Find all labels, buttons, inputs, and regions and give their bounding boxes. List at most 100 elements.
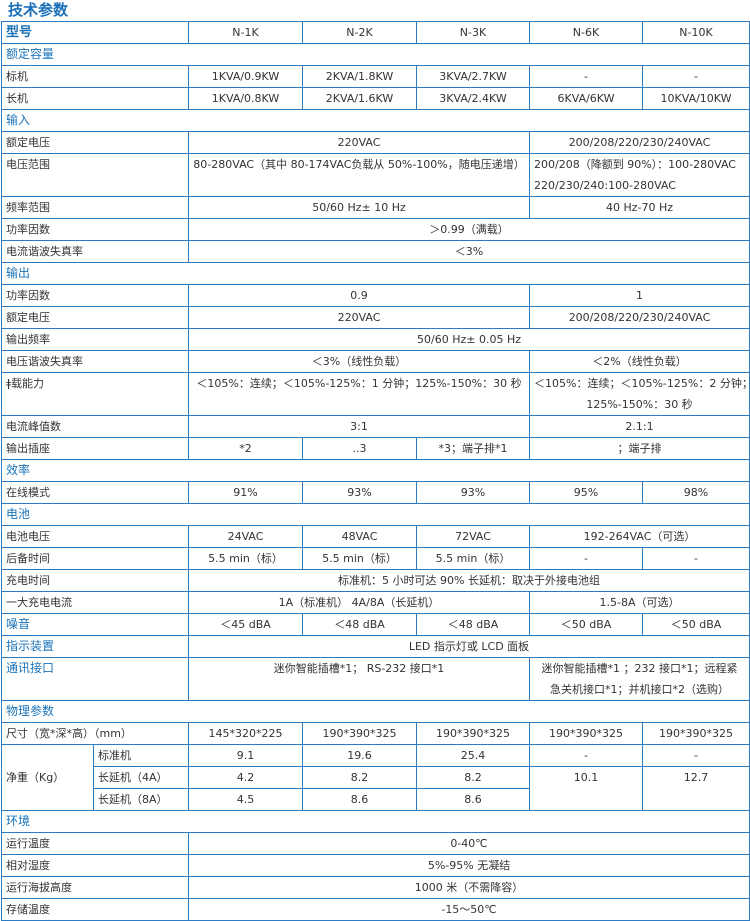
value-cell: *2 xyxy=(188,437,304,460)
value-cell: 12.7 xyxy=(642,766,750,811)
value-text: 24VAC xyxy=(227,530,264,543)
value-cell: 25.4 xyxy=(416,744,531,767)
value-text: 1.5-8A（可选） xyxy=(599,596,680,609)
value-text: ＜105%：连续；＜105%-125%：2 分钟； xyxy=(534,377,750,390)
row-label: 电压范围 xyxy=(0,153,190,197)
row-label: 电流谐波失真率 xyxy=(0,240,190,263)
value-cell: - xyxy=(529,744,644,767)
row-label: 额定电压 xyxy=(0,131,190,154)
value-cell: 3KVA/2.4KW xyxy=(416,87,531,110)
value-text: 25.4 xyxy=(460,749,486,762)
table-row: 通讯接口 迷你智能插槽*1； RS-232 接口*1 迷你智能插槽*1 ；232 接… xyxy=(0,657,750,701)
value-cell: 10KVA/10KW xyxy=(642,87,750,110)
value-cell: 50/60 Hz± 0.05 Hz xyxy=(188,328,750,351)
value-cell: ＜48 dBA xyxy=(302,613,418,636)
value-text: 8.2 xyxy=(350,771,369,784)
value-text: 10KVA/10KW xyxy=(660,92,732,105)
value-cell: 72VAC xyxy=(416,525,531,548)
spec-table: 型号 N-1K N-2K N-3K N-6K N-10K 额定容量 标机 1KVA/… xyxy=(0,21,750,921)
value-cell: 19.6 xyxy=(302,744,418,767)
row-label: 后备时间 xyxy=(0,547,190,570)
value-cell: 8.6 xyxy=(416,788,531,811)
value-cell: 95% xyxy=(529,481,644,504)
row-label: 长机 xyxy=(0,87,190,110)
value-cell: 50/60 Hz± 10 Hz xyxy=(188,196,531,219)
value-text: ..3 xyxy=(352,442,367,455)
value-text: ＜50 dBA xyxy=(670,618,722,631)
table-row: 电压谐波失真率 ＜3%（线性负载） ＜2%（线性负载） xyxy=(0,350,750,373)
section-row: 环境 xyxy=(0,810,750,833)
value-cell: 8.2 xyxy=(302,766,418,789)
value-text: 1KVA/0.8KW xyxy=(211,92,280,105)
value-cell: *3；端子排*1 xyxy=(416,437,531,460)
section-row: 输入 xyxy=(0,109,750,132)
row-sublabel: 长延机（8A） xyxy=(92,788,190,811)
value-text: *3；端子排*1 xyxy=(438,442,508,455)
value-cell: 6KVA/6KW xyxy=(529,87,644,110)
value-cell: 3KVA/2.7KW xyxy=(416,65,531,88)
row-label: 频率范围 xyxy=(0,196,190,219)
value-cell: 200/208/220/230/240VAC xyxy=(529,306,750,329)
row-sublabel: 长延机（4A） xyxy=(92,766,190,789)
value-text: 8.2 xyxy=(464,771,482,784)
row-label: 指示装置 xyxy=(0,635,190,658)
value-cell: ＜3% xyxy=(188,240,750,263)
section-heading: 物理参数 xyxy=(0,700,750,723)
section-heading: 环境 xyxy=(0,810,750,833)
value-text: 98% xyxy=(683,486,709,499)
table-row: 额定电压 220VAC 200/208/220/230/240VAC xyxy=(0,306,750,329)
value-cell: ＞0.99（满载） xyxy=(188,218,750,241)
value-text: 1 xyxy=(636,289,644,302)
table-row: 电池电压 24VAC 48VAC 72VAC 192-264VAC（可选） xyxy=(0,525,750,548)
model-n-6k: N-6K xyxy=(529,21,644,44)
table-row: 指示装置 LED 指示灯或 LCD 面板 xyxy=(0,635,750,658)
value-text: 50/60 Hz± 0.05 Hz xyxy=(417,333,522,346)
value-text: ＜50 dBA xyxy=(560,618,612,631)
value-cell: ＜105%：连续；＜105%-125%：2 分钟； 125%-150%：30 秒 xyxy=(529,372,750,416)
value-cell: 1A（标准机） 4A/8A（长延机） xyxy=(188,591,531,614)
section-row: 输出 xyxy=(0,262,750,285)
value-text: ＜45 dBA xyxy=(220,618,271,631)
value-cell: 9.1 xyxy=(188,744,304,767)
value-text: 200/208/220/230/240VAC xyxy=(568,311,711,324)
value-text: 3KVA/2.7KW xyxy=(439,70,507,83)
row-label: 电压谐波失真率 xyxy=(0,350,190,373)
value-cell: 4.2 xyxy=(188,766,304,789)
value-cell: 5%-95% 无凝结 xyxy=(188,854,750,877)
value-cell: ＜50 dBA xyxy=(642,613,750,636)
value-text: ＜105%：连续；＜105%-125%：1 分钟；125%-150%：30 秒 xyxy=(196,377,522,390)
value-text: - xyxy=(584,749,588,762)
value-cell: 1KVA/0.8KW xyxy=(188,87,304,110)
table-row: 运行温度 0-40℃ xyxy=(0,832,750,855)
value-cell: 1000 米（不需降容） xyxy=(188,876,750,899)
table-row: 充电时间 标准机：5 小时可达 90% 长延机：取决于外接电池组 xyxy=(0,569,750,592)
value-cell: ＜105%：连续；＜105%-125%：1 分钟；125%-150%：30 秒 xyxy=(188,372,531,416)
model-n-2k: N-2K xyxy=(302,21,418,44)
value-cell: 1 xyxy=(529,284,750,307)
table-row: 电流峰值数 3:1 2.1:1 xyxy=(0,415,750,438)
table-row: 后备时间 5.5 min（标） 5.5 min（标） 5.5 min（标） - - xyxy=(0,547,750,570)
value-text: 2KVA/1.6KW xyxy=(325,92,394,105)
section-heading: 输出 xyxy=(0,262,750,285)
row-label: 尺寸（宽*深*高）（mm） xyxy=(0,722,190,745)
value-cell: 迷你智能插槽*1； RS-232 接口*1 xyxy=(188,657,531,701)
value-cell: 4.5 xyxy=(188,788,304,811)
value-cell: 8.2 xyxy=(416,766,531,789)
value-cell: 8.6 xyxy=(302,788,418,811)
value-text: 0.9 xyxy=(350,289,368,302)
value-cell: 标准机：5 小时可达 90% 长延机：取决于外接电池组 xyxy=(188,569,750,592)
value-cell: 98% xyxy=(642,481,750,504)
model-n-10k: N-10K xyxy=(642,21,750,44)
row-label: 相对湿度 xyxy=(0,854,190,877)
row-label: 功率因数 xyxy=(0,218,190,241)
table-row: 一大充电电流 1A（标准机） 4A/8A（长延机） 1.5-8A（可选） xyxy=(0,591,750,614)
value-text: 1000 米（不需降容） xyxy=(414,881,524,894)
table-row: 功率因数 0.9 1 xyxy=(0,284,750,307)
table-row: 运行海拔高度 1000 米（不需降容） xyxy=(0,876,750,899)
value-text: 1KVA/0.9KW xyxy=(211,70,280,83)
value-cell: 0-40℃ xyxy=(188,832,750,855)
section-row: 电池 xyxy=(0,503,750,526)
value-text: 72VAC xyxy=(455,530,491,543)
model-n-1k: N-1K xyxy=(188,21,304,44)
value-text: 0-40℃ xyxy=(450,837,488,850)
